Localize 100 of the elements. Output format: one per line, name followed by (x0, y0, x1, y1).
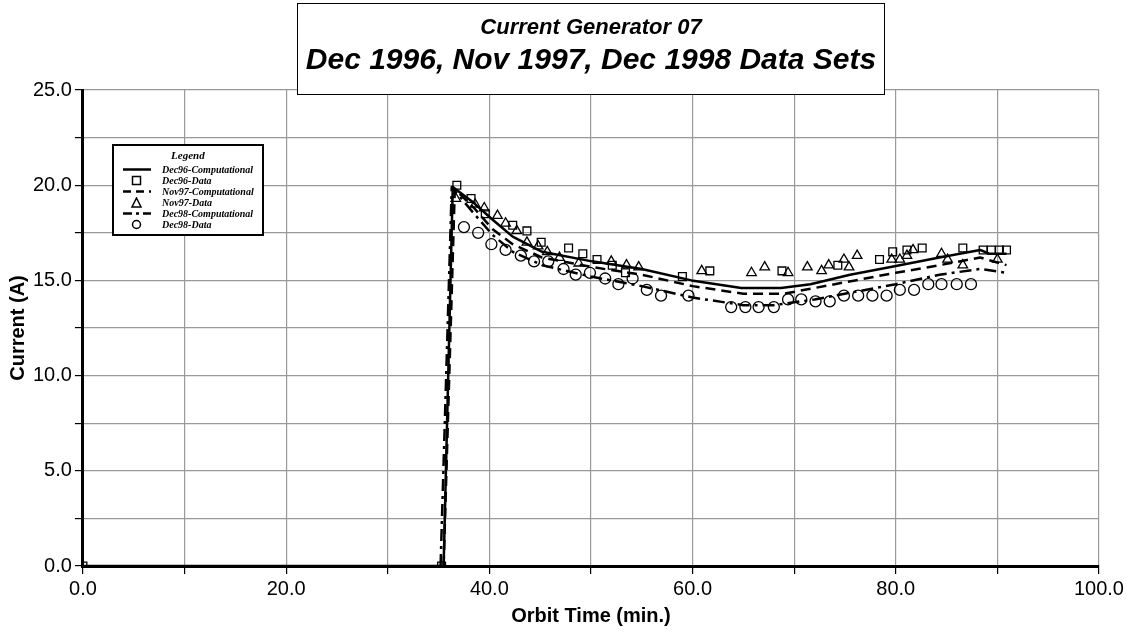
point (499, 243, 512, 257)
point (522, 226, 532, 236)
point (633, 260, 645, 271)
point (816, 264, 828, 275)
point (752, 300, 765, 314)
chart-subtitle: Dec 1996, Nov 1997, Dec 1998 Data Sets (304, 42, 878, 76)
point (823, 259, 835, 269)
x-tick-label: 0.0 (69, 576, 97, 599)
point (837, 289, 851, 302)
x-axis-title: Orbit Time (min.) (511, 603, 671, 626)
point (880, 289, 893, 302)
point (917, 243, 927, 253)
point (557, 262, 570, 276)
point (902, 245, 912, 255)
point (705, 266, 715, 276)
point (957, 259, 969, 269)
point (833, 260, 843, 270)
y-tick-label: 0.0 (44, 553, 72, 576)
point (874, 254, 885, 264)
point (450, 192, 462, 202)
point (514, 249, 527, 262)
point (599, 272, 612, 285)
point (469, 198, 481, 208)
point (472, 226, 485, 239)
point (452, 180, 462, 190)
point (508, 220, 518, 230)
legend-label: Dec96-Computational (162, 164, 254, 175)
point (532, 239, 544, 250)
point (480, 209, 490, 219)
point (511, 224, 523, 235)
x-tick-label: 80.0 (876, 576, 916, 599)
point (781, 293, 795, 306)
point (621, 259, 632, 269)
point (554, 251, 565, 261)
point (696, 264, 708, 275)
point (605, 255, 617, 265)
point (907, 243, 919, 254)
y-tick-label: 15.0 (32, 267, 72, 290)
point (986, 245, 996, 255)
y-tick-label: 10.0 (32, 363, 72, 386)
x-tick-label: 40.0 (469, 576, 509, 599)
y-axis-title: Current (A) (5, 275, 28, 381)
point (569, 268, 582, 281)
point (838, 253, 850, 263)
point (795, 293, 808, 306)
x-tick-label: 60.0 (673, 576, 713, 599)
point (612, 278, 625, 291)
chart-title: Current Generator 07 (479, 14, 704, 40)
point (777, 266, 787, 276)
point (620, 268, 631, 278)
point (942, 253, 953, 263)
point (958, 243, 968, 253)
point (759, 260, 771, 271)
point (466, 193, 476, 204)
point (682, 289, 695, 302)
point (782, 266, 794, 277)
legend-title: Legend (170, 149, 206, 161)
point (843, 260, 855, 271)
point (950, 278, 963, 291)
point (640, 283, 653, 297)
point (886, 253, 898, 263)
point (935, 278, 948, 291)
point (1001, 245, 1012, 255)
point (851, 249, 863, 260)
point (809, 295, 822, 308)
point (485, 238, 498, 251)
point (936, 247, 947, 258)
point (901, 249, 913, 260)
point (527, 255, 541, 268)
legend-label: Nov97-Computational (162, 186, 254, 197)
point (564, 243, 574, 253)
point (626, 272, 639, 285)
point (888, 247, 898, 257)
point (457, 220, 471, 234)
legend-label: Nov97-Data (162, 197, 212, 208)
point (583, 266, 597, 279)
point (492, 209, 503, 220)
legend-label: Dec98-Computational (162, 208, 254, 219)
point (894, 253, 906, 263)
point (607, 260, 617, 270)
point (573, 257, 585, 267)
y-tick-label: 5.0 (44, 458, 72, 481)
point (801, 260, 813, 271)
point (500, 217, 512, 227)
y-tick-label: 20.0 (32, 172, 72, 195)
x-tick-label: 20.0 (266, 576, 306, 599)
point (541, 245, 553, 256)
x-tick-label: 100.0 (1073, 576, 1125, 599)
point (907, 283, 921, 297)
point (578, 249, 588, 259)
point (521, 236, 533, 246)
point (654, 289, 668, 302)
point (823, 295, 836, 308)
point (893, 283, 906, 297)
y-tick-label: 25.0 (32, 77, 72, 100)
point (852, 289, 865, 302)
point (478, 201, 490, 212)
point (978, 245, 988, 255)
point (725, 300, 738, 314)
point (677, 272, 687, 282)
